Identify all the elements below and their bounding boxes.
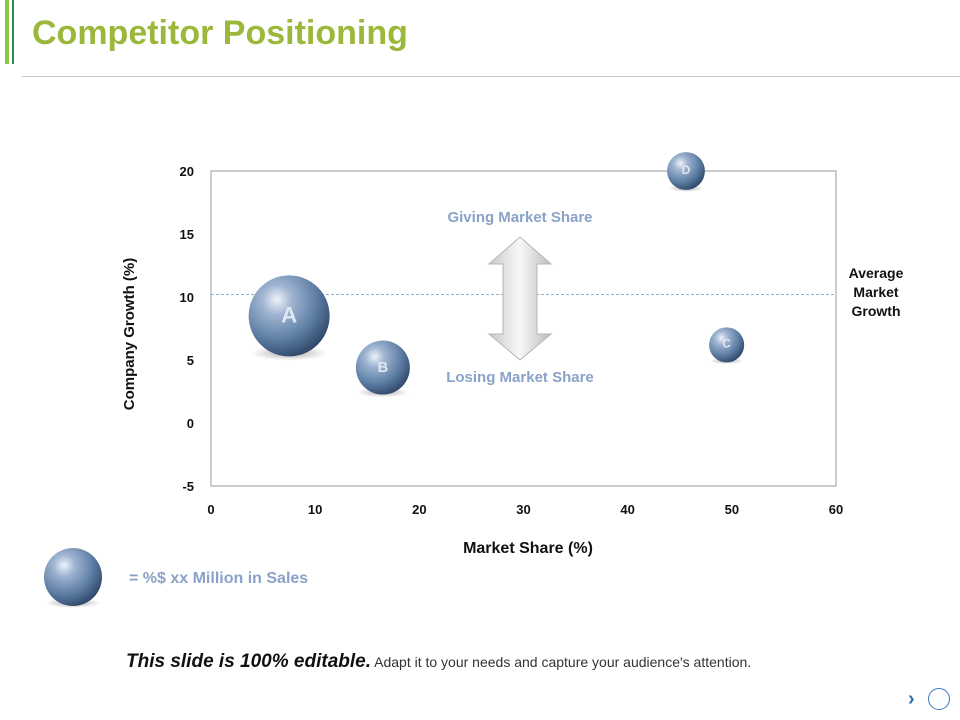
x-tick-label: 30 — [516, 502, 530, 517]
bubble-c — [709, 327, 745, 363]
x-tick-label: 50 — [725, 502, 739, 517]
bubble-label-d: D — [682, 163, 691, 177]
y-tick-label: 15 — [180, 227, 194, 242]
title-accent-bar-thin — [12, 0, 14, 64]
footer-rest-text: Adapt it to your needs and capture your … — [374, 654, 752, 670]
bubble-a — [248, 275, 330, 357]
footer-bold-text: This slide is 100% editable. — [126, 651, 371, 672]
x-tick-label: 20 — [412, 502, 426, 517]
average-growth-label-line: Growth — [852, 303, 901, 319]
double-arrow-icon — [487, 236, 553, 361]
average-growth-label-line: Market — [853, 284, 898, 300]
y-tick-label: -5 — [182, 479, 194, 494]
y-axis-label: Company Growth (%) — [121, 258, 138, 411]
legend-label: = %$ xx Million in Sales — [129, 570, 309, 587]
plot-area-frame — [210, 170, 837, 487]
x-tick-label: 60 — [829, 502, 843, 517]
average-growth-label-line: Average — [849, 265, 904, 281]
x-tick-label: 10 — [308, 502, 322, 517]
bubble-d — [667, 152, 705, 190]
x-axis-label: Market Share (%) — [463, 540, 593, 557]
losing-share-annotation: Losing Market Share — [446, 369, 594, 386]
x-tick-label: 40 — [620, 502, 634, 517]
average-growth-label: Average Market Growth — [849, 265, 904, 319]
page-title: Competitor Positioning — [32, 14, 408, 52]
next-slide-arrow-icon[interactable]: › — [908, 688, 915, 710]
y-tick-label: 10 — [180, 290, 194, 305]
title-divider — [22, 76, 960, 77]
x-tick-label: 0 — [207, 502, 214, 517]
giving-share-annotation: Giving Market Share — [447, 209, 592, 226]
nav-circle-button[interactable] — [928, 688, 950, 710]
bubble-label-b: B — [378, 360, 389, 376]
y-tick-label: 0 — [187, 416, 194, 431]
bubble-label-a: A — [281, 302, 297, 327]
bubble-label-c: C — [722, 337, 731, 351]
legend-bubble-icon — [44, 548, 102, 606]
bubble-b — [355, 340, 410, 395]
footer-note: This slide is 100% editable. Adapt it to… — [126, 651, 751, 673]
title-accent-bar — [5, 0, 9, 64]
y-tick-label: 20 — [180, 164, 194, 179]
y-tick-label: 5 — [187, 353, 194, 368]
